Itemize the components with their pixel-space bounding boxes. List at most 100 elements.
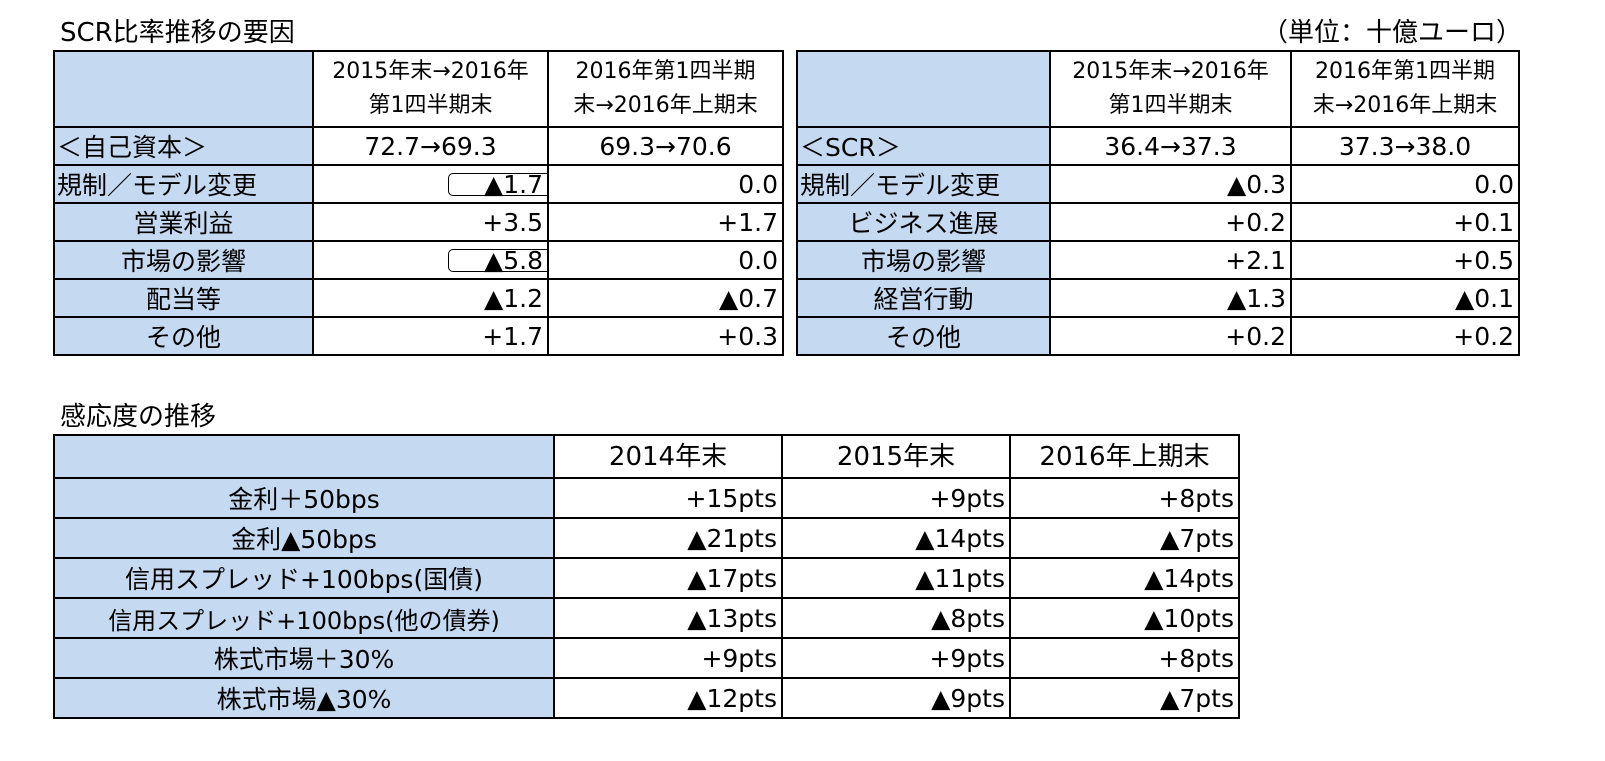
cell-value: ▲1.2	[312, 278, 549, 318]
cell-value: ▲13pts	[553, 597, 783, 639]
cell-value: 36.4→37.3	[1049, 126, 1292, 166]
table-row: 規制／モデル変更 ▲1.7 0.0	[53, 164, 784, 204]
cell-value: +9pts	[781, 477, 1011, 519]
table-row: ＜自己資本＞ 72.7→69.3 69.3→70.6	[53, 126, 784, 166]
header-line: 2015年末→2016年	[1072, 59, 1269, 84]
table-row: ビジネス進展 +0.2 +0.1	[796, 202, 1520, 242]
row-label: 金利＋50bps	[53, 477, 555, 519]
table-header-row: 2014年末 2015年末 2016年上期末	[53, 434, 1240, 479]
header-blank-cell	[796, 50, 1051, 128]
table-row: ＜SCR＞ 36.4→37.3 37.3→38.0	[796, 126, 1520, 166]
cell-value: ▲7pts	[1009, 517, 1240, 559]
header-line: 第1四半期末	[1108, 93, 1233, 118]
table-row: 金利＋50bps +15pts +9pts +8pts	[53, 477, 1240, 519]
unit-label: （単位：十億ユーロ）	[1262, 18, 1523, 48]
cell-value: ▲14pts	[781, 517, 1011, 559]
header-blank-cell	[53, 50, 314, 128]
cell-value: ▲9pts	[781, 677, 1011, 719]
table-row: その他 +0.2 +0.2	[796, 316, 1520, 356]
cell-value: ▲0.7	[547, 278, 784, 318]
cell-value: +0.2	[1049, 316, 1292, 356]
sensitivity-table: 2014年末 2015年末 2016年上期末 金利＋50bps +15pts +…	[53, 434, 1240, 719]
scr-factors-title: SCR比率推移の要因	[60, 18, 295, 48]
table-row: 市場の影響 ▲5.8 0.0	[53, 240, 784, 280]
cell-value: +15pts	[553, 477, 783, 519]
table-row: 営業利益 +3.5 +1.7	[53, 202, 784, 242]
cell-value: ▲0.3	[1049, 164, 1292, 204]
header-cell: 2014年末	[553, 434, 783, 479]
row-label: ＜SCR＞	[796, 126, 1051, 166]
cell-value: ▲1.7	[312, 164, 549, 204]
row-label: 営業利益	[53, 202, 314, 242]
cell-value: ▲14pts	[1009, 557, 1240, 599]
header-cell: 2016年上期末	[1009, 434, 1240, 479]
row-label: 配当等	[53, 278, 314, 318]
row-label: ビジネス進展	[796, 202, 1051, 242]
cell-value: 0.0	[547, 240, 784, 280]
header-line: 2016年第1四半期	[1315, 59, 1495, 84]
cell-value: +0.3	[547, 316, 784, 356]
header-cell: 2016年第1四半期 末→2016年上期末	[547, 50, 784, 128]
cell-value: 0.0	[547, 164, 784, 204]
cell-value: ▲21pts	[553, 517, 783, 559]
header-line: 末→2016年上期末	[1312, 93, 1498, 118]
header-line: 2016年第1四半期	[575, 59, 756, 84]
row-label: 株式市場＋30%	[53, 637, 555, 679]
highlight-box: ▲5.8	[448, 245, 546, 275]
cell-value: +0.1	[1290, 202, 1520, 242]
row-label: その他	[796, 316, 1051, 356]
header-cell: 2015年末	[781, 434, 1011, 479]
header-blank-cell	[53, 434, 555, 479]
header-line: 末→2016年上期末	[573, 93, 758, 118]
header-cell: 2015年末→2016年 第1四半期末	[312, 50, 549, 128]
cell-value: 37.3→38.0	[1290, 126, 1520, 166]
cell-value: +1.7	[547, 202, 784, 242]
cell-value: +1.7	[312, 316, 549, 356]
cell-value: ▲5.8	[312, 240, 549, 280]
header-line: 第1四半期末	[368, 93, 493, 118]
row-label: 金利▲50bps	[53, 517, 555, 559]
table-row: 信用スプレッド+100bps(他の債券) ▲13pts ▲8pts ▲10pts	[53, 597, 1240, 639]
cell-value: ▲11pts	[781, 557, 1011, 599]
cell-value: ▲12pts	[553, 677, 783, 719]
cell-value: ▲10pts	[1009, 597, 1240, 639]
cell-value: +3.5	[312, 202, 549, 242]
row-label: 株式市場▲30%	[53, 677, 555, 719]
table-row: 信用スプレッド+100bps(国債) ▲17pts ▲11pts ▲14pts	[53, 557, 1240, 599]
cell-value: +8pts	[1009, 637, 1240, 679]
row-label: 信用スプレッド+100bps(他の債券)	[53, 597, 555, 639]
highlight-box: ▲1.7	[448, 169, 546, 199]
cell-value: ▲8pts	[781, 597, 1011, 639]
cell-value: +0.2	[1049, 202, 1292, 242]
sensitivity-title: 感応度の推移	[60, 402, 217, 432]
table-row: 株式市場＋30% +9pts +9pts +8pts	[53, 637, 1240, 679]
cell-value: +9pts	[781, 637, 1011, 679]
row-label: 市場の影響	[53, 240, 314, 280]
header-cell: 2016年第1四半期 末→2016年上期末	[1290, 50, 1520, 128]
equity-factors-table: 2015年末→2016年 第1四半期末 2016年第1四半期 末→2016年上期末 …	[53, 50, 784, 356]
cell-value: ▲1.3	[1049, 278, 1292, 318]
cell-value: +0.2	[1290, 316, 1520, 356]
table-row: 市場の影響 +2.1 +0.5	[796, 240, 1520, 280]
cell-value: +0.5	[1290, 240, 1520, 280]
cell-value: 0.0	[1290, 164, 1520, 204]
table-header-row: 2015年末→2016年 第1四半期末 2016年第1四半期 末→2016年上期末	[796, 50, 1520, 128]
row-label: 信用スプレッド+100bps(国債)	[53, 557, 555, 599]
cell-value: +9pts	[553, 637, 783, 679]
cell-value: ▲7pts	[1009, 677, 1240, 719]
table-header-row: 2015年末→2016年 第1四半期末 2016年第1四半期 末→2016年上期末	[53, 50, 784, 128]
table-row: 規制／モデル変更 ▲0.3 0.0	[796, 164, 1520, 204]
header-line: 2015年末→2016年	[332, 59, 529, 84]
cell-value: 72.7→69.3	[312, 126, 549, 166]
scr-factors-table: 2015年末→2016年 第1四半期末 2016年第1四半期 末→2016年上期末 …	[796, 50, 1520, 356]
cell-value: +2.1	[1049, 240, 1292, 280]
table-row: 経営行動 ▲1.3 ▲0.1	[796, 278, 1520, 318]
row-label: 経営行動	[796, 278, 1051, 318]
table-row: 配当等 ▲1.2 ▲0.7	[53, 278, 784, 318]
cell-value: ▲0.1	[1290, 278, 1520, 318]
table-row: 株式市場▲30% ▲12pts ▲9pts ▲7pts	[53, 677, 1240, 719]
cell-value: ▲17pts	[553, 557, 783, 599]
cell-value: +8pts	[1009, 477, 1240, 519]
table-row: その他 +1.7 +0.3	[53, 316, 784, 356]
header-cell: 2015年末→2016年 第1四半期末	[1049, 50, 1292, 128]
